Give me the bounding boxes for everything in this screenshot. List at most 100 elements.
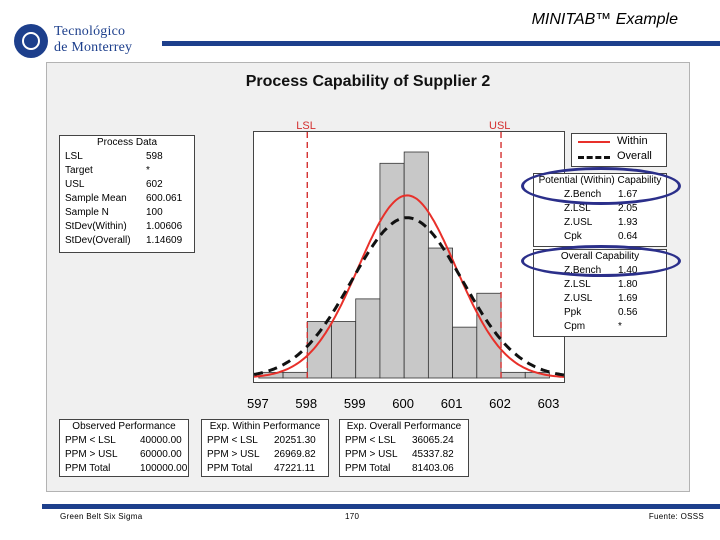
exp-overall-performance-box: Exp. Overall Performance PPM < LSL 36065.… [339,419,469,477]
exp-overall-performance-title: Exp. Overall Performance [346,421,462,432]
histogram-bar [355,298,381,379]
exp-within-performance-box: Exp. Within Performance PPM < LSL 20251.3… [201,419,329,477]
stat-label: LSL [65,151,83,162]
histogram-bar [427,247,453,379]
process-data-row: Target * [60,164,194,178]
legend-overall-label: Overall [617,150,652,162]
process-data-box: Process Data LSL 598 Target * USL 602 Sample M… [59,135,195,253]
page-number: 170 [345,512,360,521]
chart-title: Process Capability of Supplier 2 [245,73,491,90]
process-data-row: Sample Mean 600.061 [60,192,194,206]
process-data-title: Process Data [96,137,158,148]
logo-text: Tecnológico de Monterrey [54,24,132,56]
histogram-bar [452,326,478,379]
exp-overall-performance-row: PPM Total 81403.06 [340,462,468,476]
process-data-row: Sample N 100 [60,206,194,220]
x-tick-label: 598 [295,396,318,411]
stat-value: 1.93 [618,217,638,228]
legend-overall: Overall [572,149,666,164]
stat-value: 602 [146,179,163,190]
histogram-bar [331,321,357,379]
stat-value: * [146,165,150,176]
overall-curve [253,216,565,377]
stat-label: PPM < LSL [345,435,396,446]
stat-label: PPM > USL [65,449,118,460]
stat-value: 0.56 [618,307,638,318]
stat-label: PPM > USL [207,449,260,460]
stat-value: 36065.24 [412,435,454,446]
highlight-within-capability [521,167,681,205]
stat-value: 0.64 [618,231,638,242]
tec-logo: Tecnológico de Monterrey [14,22,164,60]
stat-value: * [618,321,622,332]
histogram-svg [253,132,565,379]
stat-value: 100000.00 [140,463,188,474]
stat-label: Z.USL [564,217,593,228]
observed-performance-row: PPM < LSL 40000.00 [60,434,188,448]
stat-label: Target [65,165,93,176]
stat-label: PPM Total [345,463,391,474]
stat-value: 26969.82 [274,449,316,460]
process-data-row: StDev(Within) 1.00606 [60,220,194,234]
x-tick-label: 602 [489,396,511,411]
x-tick-label: 600 [392,396,414,411]
stat-label: PPM > USL [345,449,398,460]
exp-within-performance-title: Exp. Within Performance [209,421,321,432]
stat-label: Sample Mean [65,193,127,204]
overall-capability-row: Z.USL 1.69 [534,292,666,306]
within-capability-row: Cpk 0.64 [534,230,666,244]
process-data-row: StDev(Overall) 1.14609 [60,234,194,248]
histogram-bar [403,151,429,379]
capability-figure: Process Capability of Supplier 2 Process… [46,62,690,492]
legend: Within Overall [571,133,667,167]
footer-source: Fuente: OSSS [648,512,704,521]
stat-label: PPM < LSL [207,435,258,446]
x-tick-label: 597 [246,396,269,411]
stat-label: Cpm [564,321,586,332]
within-curve [253,194,565,378]
overall-capability-row: Ppk 0.56 [534,306,666,320]
stat-value: 81403.06 [412,463,454,474]
header-rule [162,41,720,46]
stat-label: Z.LSL [564,279,591,290]
plot-area [253,131,565,383]
x-tick-label: 603 [537,396,560,411]
lsl-label: LSL [296,120,316,132]
exp-within-performance-row: PPM > USL 26969.82 [202,448,328,462]
process-data-row: LSL 598 [60,150,194,164]
stat-value: 600.061 [146,193,183,204]
stat-label: PPM < LSL [65,435,116,446]
stat-label: Z.USL [564,293,593,304]
observed-performance-row: PPM > USL 60000.00 [60,448,188,462]
footer-course: Green Belt Six Sigma [60,512,143,521]
stat-label: USL [65,179,85,190]
legend-within-label: Within [617,135,648,147]
stat-value: 598 [146,151,163,162]
usl-label: USL [489,120,511,132]
x-tick-label: 601 [440,396,463,411]
exp-overall-performance-row: PPM > USL 45337.82 [340,448,468,462]
stat-label: Z.LSL [564,203,591,214]
stat-value: 45337.82 [412,449,454,460]
stat-label: Ppk [564,307,582,318]
within-capability-row: Z.LSL 2.05 [534,202,666,216]
stat-label: Sample N [65,207,109,218]
stat-label: StDev(Overall) [65,235,131,246]
histogram-bar [379,162,405,379]
overall-capability-row: Z.LSL 1.80 [534,278,666,292]
stat-label: StDev(Within) [65,221,127,232]
exp-within-performance-row: PPM < LSL 20251.30 [202,434,328,448]
footer-rule [42,504,720,509]
logo-line2: de Monterrey [54,40,133,55]
stat-label: PPM Total [207,463,253,474]
logo-line1: Tecnológico [54,24,126,39]
stat-value: 1.14609 [146,235,183,246]
slide-title: MINITAB™ Example [531,11,678,28]
stat-value: 47221.11 [274,463,315,474]
stat-label: Cpk [564,231,582,242]
overall-line-swatch [578,156,610,159]
x-tick-label: 599 [343,396,366,411]
observed-performance-row: PPM Total 100000.00 [60,462,188,476]
stat-value: 40000.00 [140,435,182,446]
highlight-overall-capability [521,245,681,277]
